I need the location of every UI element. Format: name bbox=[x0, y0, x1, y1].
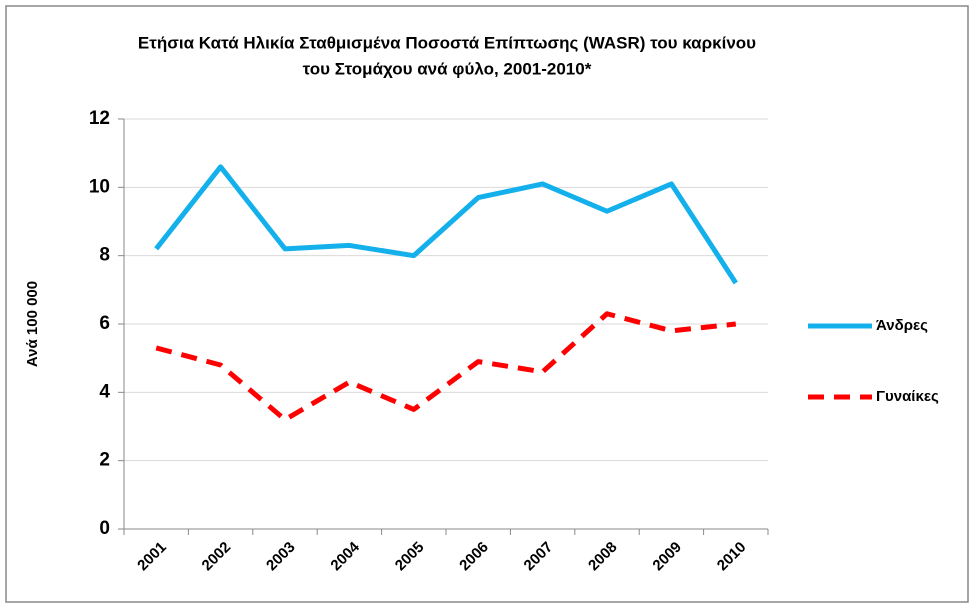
chart-title: Ετήσια Κατά Ηλικία Σταθμισμένα Ποσοστά Ε… bbox=[138, 33, 756, 52]
y-tick-label: 4 bbox=[99, 381, 110, 402]
y-tick-label: 6 bbox=[99, 313, 110, 334]
y-tick-label: 8 bbox=[99, 245, 110, 266]
chart-subtitle: του Στομάχου ανά φύλο, 2001-2010* bbox=[303, 59, 592, 78]
legend-label: Άνδρες bbox=[876, 317, 928, 334]
y-axis-label: Ανά 100 000 bbox=[24, 281, 41, 367]
y-tick-label: 2 bbox=[99, 450, 110, 471]
series-line bbox=[155, 311, 737, 423]
y-tick-label: 12 bbox=[89, 108, 110, 129]
legend-label: Γυναίκες bbox=[876, 388, 939, 405]
series-line bbox=[154, 164, 738, 285]
y-tick-label: 0 bbox=[99, 518, 110, 539]
chart-frame bbox=[5, 5, 969, 603]
y-tick-label: 10 bbox=[89, 176, 110, 197]
